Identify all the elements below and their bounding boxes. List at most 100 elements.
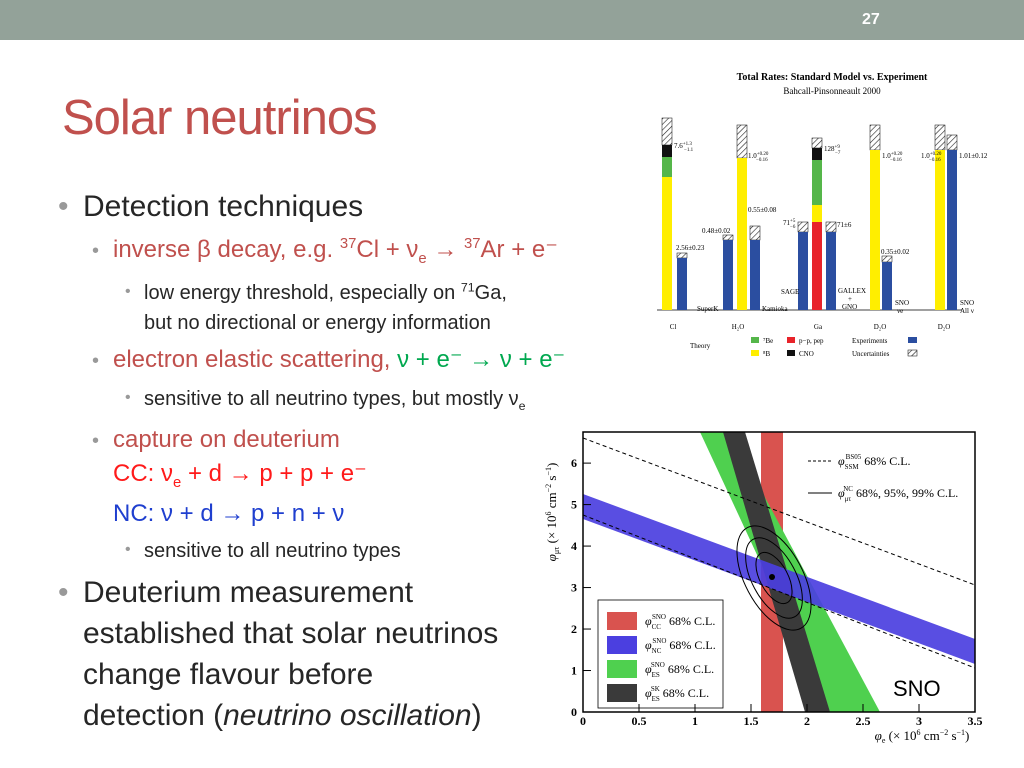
bullet-marker: • — [92, 240, 100, 262]
value-label: 1.0+0.20 −0.16 — [882, 152, 903, 163]
experiment-label: SuperK — [697, 305, 718, 313]
bar — [825, 221, 837, 233]
value: 1.0 — [921, 152, 930, 160]
value-label: 71±6 — [837, 221, 852, 229]
plus: +0.20 — [930, 152, 942, 157]
bar — [722, 234, 734, 241]
symbol: φ — [645, 614, 652, 628]
legend-label: ⁷Be — [763, 337, 773, 345]
legend-title: Theory — [690, 342, 711, 350]
y-tick-label: 1 — [571, 664, 577, 678]
superscript: 6 — [917, 728, 921, 737]
value-label: 2.56±0.23 — [676, 244, 705, 252]
text: 68% C.L. — [861, 454, 910, 468]
minus: −0.16 — [890, 158, 902, 163]
subscript: ES — [652, 671, 660, 679]
subscript: e — [518, 399, 526, 413]
text: change flavour before — [83, 658, 374, 691]
text: 68%, 95%, 99% C.L. — [853, 486, 958, 500]
legend-swatch — [607, 612, 637, 630]
x-tick-label: 2.5 — [856, 714, 871, 728]
subscript: CC — [652, 623, 662, 631]
bar — [736, 124, 748, 159]
value-label: 0.48±0.02 — [702, 227, 731, 235]
text: 68% C.L. — [660, 686, 709, 700]
sno-figure: φSSMBS05 68% C.L. φμτNC 68%, 95%, 99% C.… — [544, 431, 983, 745]
bar — [737, 158, 747, 310]
text: inverse β decay, e.g. — [113, 236, 340, 263]
x-label: Ga — [814, 323, 823, 331]
superscript: BS05 — [846, 453, 862, 461]
text: → — [426, 236, 464, 263]
bar-group — [797, 137, 837, 310]
legend-swatch — [751, 350, 759, 356]
legend-label: p−p, pep — [799, 337, 824, 345]
legend-label: CNO — [799, 350, 814, 358]
experiment-label: SNO All ν — [960, 299, 974, 315]
bar — [935, 150, 945, 310]
minus: −7 — [835, 151, 841, 156]
bullet-marker: • — [58, 576, 69, 609]
bar — [812, 160, 822, 205]
y-tick-label: 3 — [571, 581, 577, 595]
value: 1.0 — [882, 152, 891, 160]
bullet-text: CC: νe + d → p + p + e⁻ — [113, 460, 367, 491]
text: CC: ν — [113, 460, 173, 487]
x-tick-label: 2 — [804, 714, 810, 728]
text: detection ( — [83, 699, 224, 732]
text: (× 10 — [544, 515, 559, 546]
bullet-marker: • — [125, 283, 131, 300]
minus: −0.16 — [929, 158, 941, 163]
superscript: SNO — [651, 661, 665, 669]
bar — [826, 232, 836, 310]
text: GNO — [842, 303, 857, 311]
contour — [755, 551, 793, 605]
x-label: H₂O — [732, 323, 745, 331]
legend-label: φES SNO 68% C.L. — [645, 661, 714, 679]
bar — [870, 150, 880, 310]
bar — [662, 157, 672, 177]
y-tick-label: 0 — [571, 705, 577, 719]
symbol: φ — [645, 686, 652, 700]
legend-swatch — [787, 337, 795, 343]
y-tick-label: 2 — [571, 622, 577, 636]
text: 68% C.L. — [666, 614, 715, 628]
bar — [812, 148, 822, 160]
text: low energy threshold, especially on — [144, 282, 461, 304]
legend-label: ⁸B — [763, 350, 770, 358]
rates-figure: Total Rates: Standard Model vs. Experime… — [657, 72, 988, 358]
subscript: μτ — [845, 495, 852, 503]
text: GALLEX — [838, 287, 866, 295]
text: cm — [544, 492, 559, 511]
text: capture on deuterium — [113, 426, 340, 453]
bar-group — [661, 117, 688, 310]
experiment-label: SNO νe — [895, 299, 909, 315]
superscript: SNO — [652, 613, 666, 621]
legend-label: φES SK 68% C.L. — [645, 685, 709, 703]
bar — [677, 258, 687, 310]
text: 68% C.L. — [666, 638, 715, 652]
text: + d → p + p + e⁻ — [181, 460, 367, 487]
superscript: 6 — [544, 511, 553, 515]
bullet-marker: • — [58, 190, 69, 223]
bar — [881, 255, 893, 263]
legend-swatch — [908, 337, 917, 343]
minus: −1.1 — [684, 148, 694, 153]
value-label: 1.0+0.20 −0.16 — [921, 152, 942, 163]
contour — [745, 537, 803, 619]
bar — [934, 124, 946, 151]
symbol: φ — [838, 454, 845, 468]
subscript: μτ — [552, 546, 561, 554]
text: νe — [897, 307, 903, 315]
symbol: φ — [544, 554, 559, 561]
minus: −6 — [790, 225, 796, 230]
bullet-text: electron elastic scattering, ν + e⁻ → ν … — [113, 348, 565, 372]
bar — [662, 145, 672, 157]
plus: +9 — [835, 145, 841, 150]
superscript: −1 — [544, 467, 553, 476]
y-tick-label: 5 — [571, 498, 577, 512]
bar — [811, 137, 823, 149]
value-label: 1.01±0.12 — [959, 152, 988, 160]
figure-subtitle: Bahcall-Pinsonneault 2000 — [783, 86, 881, 96]
bullet-text: sensitive to all neutrino types — [144, 541, 401, 561]
